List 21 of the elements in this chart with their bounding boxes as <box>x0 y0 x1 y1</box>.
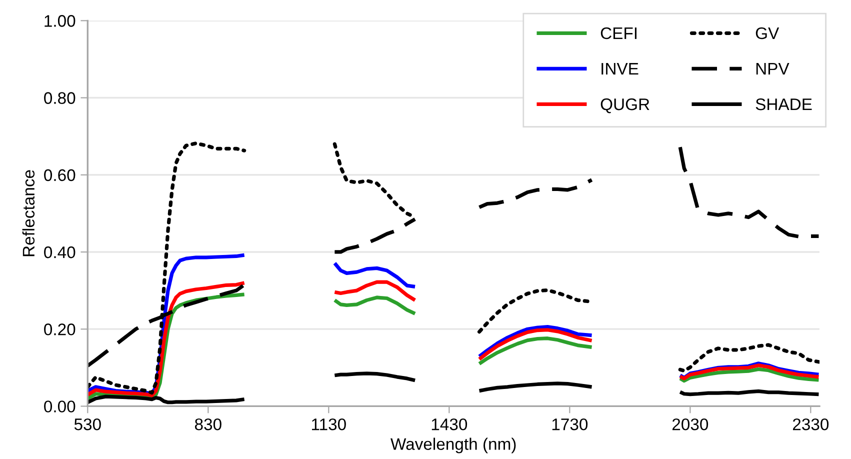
legend-label: GV <box>756 27 780 40</box>
legend-label: NPV <box>756 63 790 75</box>
y-tick-label: 0.20 <box>44 324 76 336</box>
legend-label: INVE <box>602 63 638 75</box>
x-tick-label: 830 <box>194 418 222 430</box>
y-axis-title: Reflectance <box>22 170 35 256</box>
x-tick-label: 530 <box>74 418 101 430</box>
y-tick-label: 0.40 <box>44 246 76 258</box>
y-tick-label: 0.00 <box>44 400 76 412</box>
y-tick-label: 0.60 <box>44 169 76 182</box>
x-axis-title: Wavelength (nm) <box>390 438 516 454</box>
y-tick-label: 0.80 <box>44 92 76 104</box>
x-tick-label: 2330 <box>792 418 829 430</box>
legend-label: QUGR <box>600 98 650 114</box>
legend-label: SHADE <box>756 98 812 110</box>
x-tick-label: 1430 <box>432 418 468 430</box>
x-tick-label: 1730 <box>552 418 588 430</box>
y-tick-label: 1.00 <box>44 15 76 27</box>
x-tick-label: 2030 <box>672 418 708 430</box>
x-tick-label: 1130 <box>312 418 346 430</box>
legend-label: CEFI <box>600 27 636 40</box>
